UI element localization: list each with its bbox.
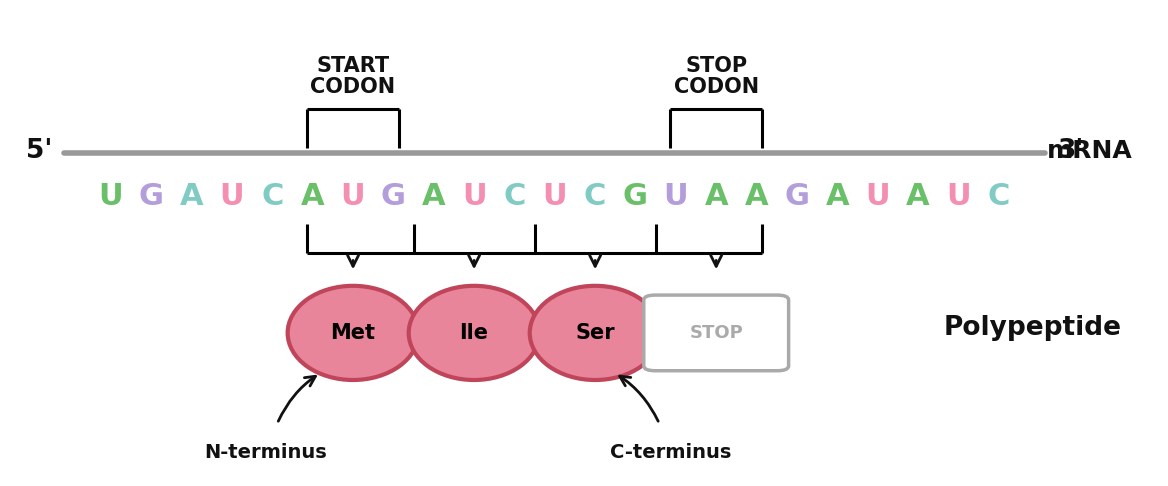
- Ellipse shape: [530, 286, 661, 380]
- Text: U: U: [663, 182, 688, 211]
- Text: U: U: [542, 182, 568, 211]
- Text: U: U: [946, 182, 971, 211]
- Text: START
CODON: START CODON: [311, 56, 396, 97]
- Text: G: G: [623, 182, 648, 211]
- Text: Ile: Ile: [459, 323, 488, 343]
- Ellipse shape: [287, 286, 418, 380]
- Text: A: A: [301, 182, 325, 211]
- Text: Polypeptide: Polypeptide: [944, 315, 1121, 341]
- Text: mRNA: mRNA: [1048, 139, 1133, 163]
- Text: 3': 3': [1057, 138, 1084, 164]
- Text: A: A: [704, 182, 728, 211]
- Text: U: U: [98, 182, 124, 211]
- Text: C: C: [584, 182, 606, 211]
- Text: Ser: Ser: [576, 323, 616, 343]
- Text: C-terminus: C-terminus: [611, 443, 732, 462]
- Text: U: U: [461, 182, 486, 211]
- Ellipse shape: [409, 286, 540, 380]
- Text: U: U: [341, 182, 366, 211]
- Text: A: A: [422, 182, 445, 211]
- Text: C: C: [987, 182, 1010, 211]
- Text: STOP
CODON: STOP CODON: [674, 56, 759, 97]
- Text: G: G: [139, 182, 164, 211]
- Text: U: U: [865, 182, 890, 211]
- Text: G: G: [381, 182, 406, 211]
- Text: U: U: [220, 182, 244, 211]
- Text: C: C: [503, 182, 526, 211]
- Text: STOP: STOP: [689, 324, 743, 342]
- Text: N-terminus: N-terminus: [204, 443, 327, 462]
- Text: A: A: [180, 182, 203, 211]
- Text: A: A: [906, 182, 930, 211]
- Text: Met: Met: [331, 323, 376, 343]
- Text: A: A: [745, 182, 769, 211]
- Text: C: C: [262, 182, 284, 211]
- Text: A: A: [826, 182, 849, 211]
- FancyBboxPatch shape: [644, 295, 788, 371]
- Text: G: G: [785, 182, 809, 211]
- Text: 5': 5': [26, 138, 53, 164]
